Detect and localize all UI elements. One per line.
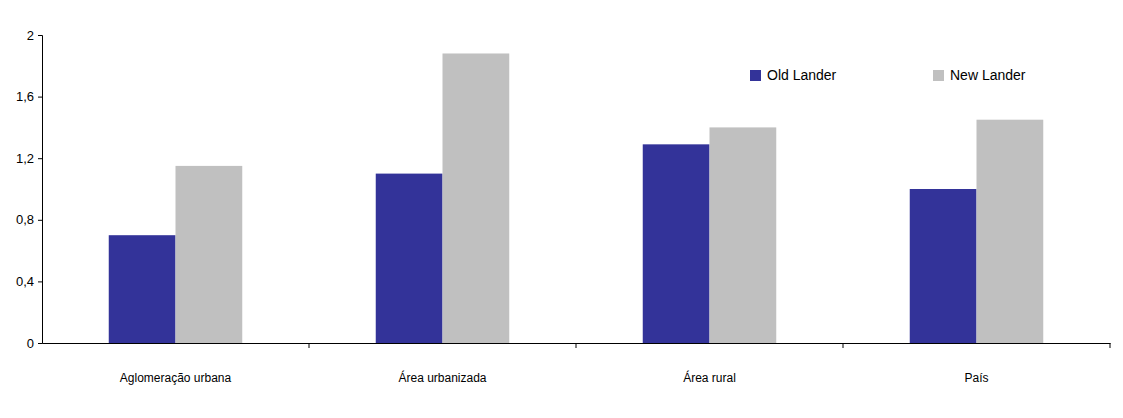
y-tick-mark — [38, 343, 42, 344]
bar — [910, 189, 977, 343]
chart: 0 0,4 0,8 1,2 1,6 2 Aglomeração urbana Área urb… — [0, 0, 1123, 418]
y-tick: 0,8 — [16, 212, 42, 227]
bar — [710, 127, 777, 343]
bar — [109, 235, 176, 343]
y-axis-line — [38, 36, 43, 344]
legend: Old Lander New Lander — [750, 67, 1026, 83]
x-tick: País — [964, 343, 988, 385]
x-tick: Aglomeração urbana — [120, 343, 232, 385]
y-tick-mark — [38, 281, 42, 282]
y-tick-label: 2 — [27, 28, 34, 43]
y-tick: 0,4 — [16, 274, 42, 289]
y-tick-mark — [38, 97, 42, 98]
x-separator — [1110, 343, 1111, 348]
legend-swatch — [750, 70, 761, 81]
y-tick-label: 0 — [27, 336, 34, 351]
bar — [376, 174, 443, 343]
bar — [643, 144, 710, 343]
y-tick-label: 1,6 — [16, 89, 34, 104]
y-tick-label: 0,8 — [16, 212, 34, 227]
x-tick-label: Área rural — [683, 370, 736, 385]
legend-swatch — [933, 70, 944, 81]
bar — [443, 53, 510, 343]
x-separators — [309, 343, 1110, 348]
legend-label: Old Lander — [767, 67, 837, 83]
x-tick-label: País — [964, 371, 988, 385]
bar — [176, 166, 243, 343]
y-tick: 1,6 — [16, 89, 42, 104]
x-separator — [309, 343, 310, 348]
y-tick-mark — [38, 158, 42, 159]
y-tick-label: 1,2 — [16, 151, 34, 166]
x-tick-label: Aglomeração urbana — [120, 371, 232, 385]
y-tick-mark — [38, 35, 42, 36]
x-tick: Área urbanizada — [398, 343, 486, 385]
y-tick-mark — [38, 220, 42, 221]
legend-label: New Lander — [950, 67, 1026, 83]
x-tick-label: Área urbanizada — [398, 370, 486, 385]
bars — [109, 53, 1044, 343]
x-axis: Aglomeração urbana Área urbanizada Área ru… — [43, 343, 1111, 385]
y-tick: 0 — [27, 336, 42, 351]
y-axis: 0 0,4 0,8 1,2 1,6 2 — [16, 28, 43, 351]
legend-item: New Lander — [933, 67, 1026, 83]
bar — [977, 120, 1044, 343]
y-tick: 1,2 — [16, 151, 42, 166]
x-separator — [576, 343, 577, 348]
y-tick: 2 — [27, 28, 42, 43]
x-separator — [843, 343, 844, 348]
y-tick-label: 0,4 — [16, 274, 34, 289]
legend-item: Old Lander — [750, 67, 837, 83]
plot: 0 0,4 0,8 1,2 1,6 2 Aglomeração urbana Área urb… — [16, 28, 1111, 385]
x-tick: Área rural — [683, 343, 736, 385]
